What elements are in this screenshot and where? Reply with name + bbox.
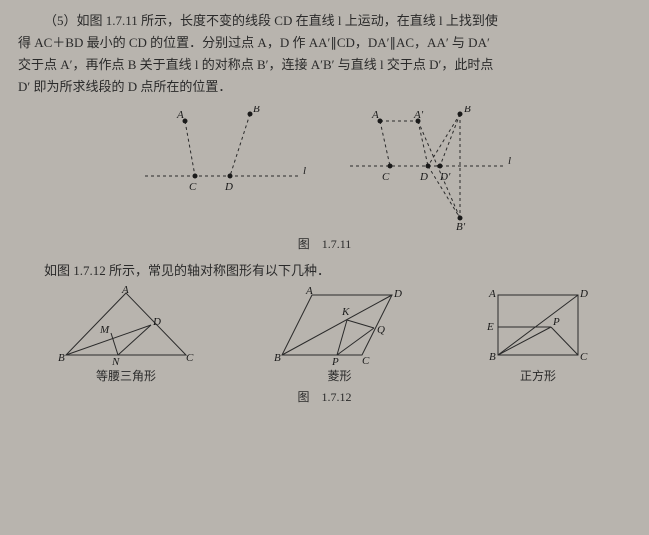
svg-text:D: D <box>152 316 161 328</box>
problem-l3: 交于点 A′，再作点 B 关于直线 l 的对称点 B′，连接 A′B′ 与直线 … <box>18 54 631 76</box>
triangle-label: 等腰三角形 <box>56 367 196 384</box>
figure-1-row: A B C D l A A′ B C <box>18 106 631 231</box>
rhombus-label: 菱形 <box>272 367 407 384</box>
svg-text:A: A <box>121 285 129 296</box>
svg-text:C: C <box>189 181 197 193</box>
svg-text:A: A <box>371 109 379 121</box>
svg-text:C: C <box>580 351 588 363</box>
svg-text:D: D <box>579 288 588 300</box>
svg-text:B: B <box>58 352 65 364</box>
svg-text:B′: B′ <box>456 221 466 231</box>
svg-text:A: A <box>176 109 184 121</box>
svg-text:K: K <box>341 306 350 318</box>
square-label: 正方形 <box>483 367 593 384</box>
figure-2-caption: 图 1.7.12 <box>18 388 631 405</box>
figure-1-caption: 图 1.7.11 <box>18 235 631 252</box>
diagram-left: A B C D l <box>135 106 310 201</box>
svg-text:D: D <box>419 171 428 183</box>
svg-text:D: D <box>393 288 402 300</box>
rhombus-svg: A D C B K Q P <box>272 285 407 365</box>
problem-text: （5）如图 1.7.11 所示，长度不变的线段 CD 在直线 l 上运动，在直线… <box>18 10 631 98</box>
svg-text:A: A <box>488 288 496 300</box>
diagram-right: A A′ B C D D′ l B′ <box>340 106 515 231</box>
svg-text:A′: A′ <box>413 109 424 121</box>
triangle-svg: A B C D M N <box>56 285 196 365</box>
svg-text:B: B <box>253 106 260 115</box>
svg-text:N: N <box>111 356 120 365</box>
svg-text:D: D <box>224 181 233 193</box>
svg-text:B: B <box>274 352 281 364</box>
svg-text:P: P <box>552 316 560 328</box>
figure-1-right: A A′ B C D D′ l B′ <box>340 106 515 231</box>
svg-text:A: A <box>305 285 313 297</box>
svg-text:C: C <box>382 171 390 183</box>
problem-number: （5） <box>44 13 77 28</box>
figure-1-left: A B C D l <box>135 106 310 231</box>
shape-triangle: A B C D M N 等腰三角形 <box>56 285 196 384</box>
svg-text:M: M <box>99 324 110 336</box>
svg-text:Q: Q <box>377 324 385 336</box>
square-svg: A D C B E P <box>483 285 593 365</box>
problem-l2: 得 AC＋BD 最小的 CD 的位置．分别过点 A，D 作 AA′∥CD，DA′… <box>18 32 631 54</box>
svg-text:C: C <box>186 352 194 364</box>
svg-text:P: P <box>331 356 339 365</box>
svg-text:l: l <box>303 165 306 177</box>
svg-text:l: l <box>508 155 511 167</box>
svg-text:B: B <box>489 351 496 363</box>
svg-text:E: E <box>486 321 494 333</box>
shape-rhombus: A D C B K Q P 菱形 <box>272 285 407 384</box>
svg-text:B: B <box>464 106 471 115</box>
problem-l1: 如图 1.7.11 所示，长度不变的线段 CD 在直线 l 上运动，在直线 l … <box>77 13 498 28</box>
svg-text:C: C <box>362 355 370 365</box>
svg-text:D′: D′ <box>439 171 451 183</box>
problem-l4: D′ 即为所求线段的 D 点所在的位置． <box>18 76 631 98</box>
shape-square: A D C B E P 正方形 <box>483 285 593 384</box>
section-2-text: 如图 1.7.12 所示，常见的轴对称图形有以下几种． <box>18 260 631 279</box>
figure-2-row: A B C D M N 等腰三角形 A D C B K Q P 菱形 <box>18 285 631 384</box>
